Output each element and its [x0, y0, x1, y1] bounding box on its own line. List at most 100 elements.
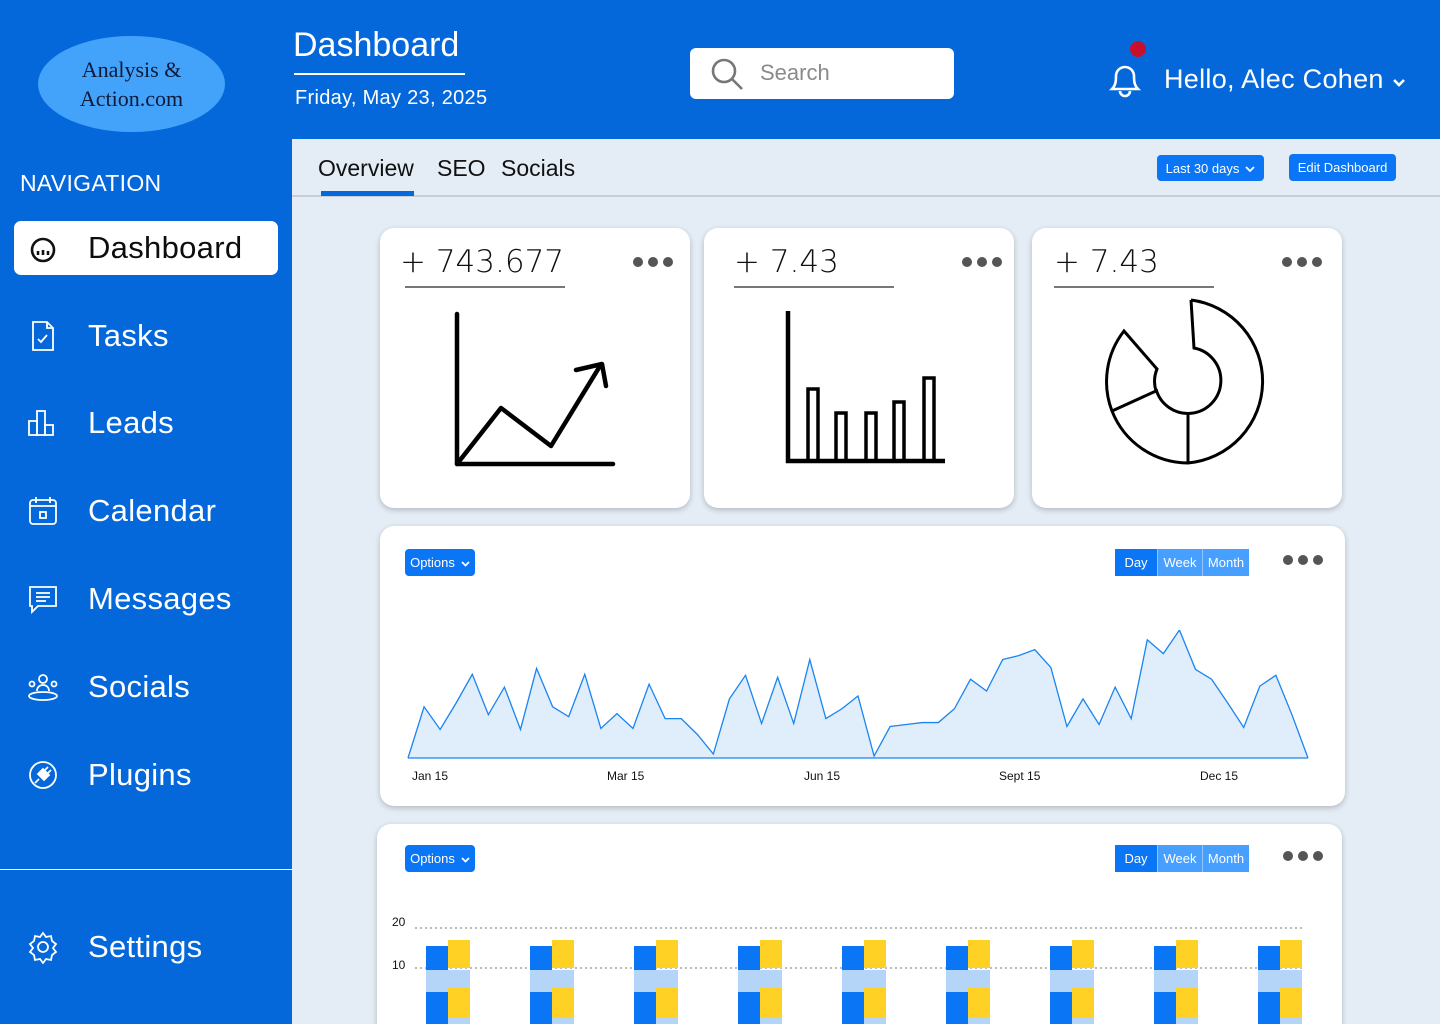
bar-chart: [415, 927, 1303, 1024]
chevron-down-icon: [1245, 161, 1255, 176]
edit-dashboard-button[interactable]: Edit Dashboard: [1289, 154, 1396, 181]
notification-dot: [1130, 41, 1146, 57]
search-input[interactable]: [760, 58, 940, 88]
bar-segment: [1258, 992, 1280, 1024]
period-day-button[interactable]: Day: [1115, 845, 1158, 872]
sidebar-item-plugins[interactable]: Plugins: [14, 748, 278, 802]
bar-segment: [946, 946, 968, 970]
bar-segment: [1050, 992, 1072, 1024]
stat-value: + 743.677: [400, 244, 565, 280]
gauge-icon: [26, 232, 60, 264]
bar-segment: [1154, 970, 1198, 992]
sidebar-divider: [0, 869, 292, 870]
bar-segment: [656, 940, 678, 968]
user-greeting: Hello, Alec Cohen: [1164, 64, 1384, 94]
sidebar-item-calendar[interactable]: Calendar: [14, 484, 278, 538]
period-month-button[interactable]: Month: [1203, 845, 1249, 872]
sidebar-item-label: Tasks: [88, 318, 169, 353]
bar-segment: [1258, 970, 1302, 992]
x-tick-label: Jun 15: [804, 769, 841, 783]
more-options-icon[interactable]: [962, 257, 1002, 267]
period-week-button[interactable]: Week: [1158, 845, 1203, 872]
bar-segment: [1050, 970, 1094, 992]
bar-segment: [968, 940, 990, 968]
bar-segment: [1280, 940, 1302, 968]
stat-value: + 7.43: [734, 244, 839, 280]
sidebar-item-socials[interactable]: Socials: [14, 660, 278, 714]
stat-underline: [1054, 286, 1214, 288]
options-label: Options: [410, 555, 455, 570]
sidebar-item-label: Dashboard: [88, 230, 243, 265]
sidebar-item-settings[interactable]: Settings: [14, 920, 278, 974]
title-underline: [294, 73, 465, 75]
sidebar-item-dashboard[interactable]: Dashboard: [14, 221, 278, 275]
bar-segment: [1176, 1018, 1198, 1024]
period-toggle: Day Week Month: [1115, 549, 1249, 576]
bar-segment: [1258, 946, 1280, 970]
period-week-button[interactable]: Week: [1158, 549, 1203, 576]
more-options-icon[interactable]: [1282, 257, 1322, 267]
bar-segment: [426, 970, 470, 992]
sidebar: Analysis & Action.com NAVIGATION Dashboa…: [0, 0, 292, 1024]
bar-segment: [738, 946, 760, 970]
logo-line-1: Analysis &: [81, 57, 182, 82]
bar-segment: [656, 1018, 678, 1024]
options-label: Options: [410, 851, 455, 866]
search-box[interactable]: [690, 48, 954, 99]
bar-segment: [842, 992, 864, 1024]
tab-socials[interactable]: Socials: [501, 155, 576, 181]
bar-segment: [738, 992, 760, 1024]
period-toggle: Day Week Month: [1115, 845, 1249, 872]
bar-segment: [1176, 940, 1198, 968]
area-series-line: [407, 630, 1309, 759]
bar-segment: [1280, 988, 1302, 1018]
tab-overview[interactable]: Overview: [318, 155, 414, 181]
options-dropdown[interactable]: Options: [405, 549, 475, 576]
x-tick-label: Sept 15: [999, 769, 1041, 783]
navigation-heading: NAVIGATION: [20, 170, 162, 196]
bar-segment: [1050, 946, 1072, 970]
sidebar-item-leads[interactable]: Leads: [14, 396, 278, 450]
bar-segment: [426, 946, 448, 970]
task-checklist-icon: [26, 320, 60, 352]
more-options-icon[interactable]: [1283, 555, 1323, 565]
bell-icon[interactable]: [1105, 57, 1145, 104]
bar-chart-icon: [785, 311, 945, 464]
sidebar-item-label: Settings: [88, 929, 203, 964]
period-day-button[interactable]: Day: [1115, 549, 1158, 576]
logo: Analysis & Action.com: [38, 36, 225, 132]
sidebar-item-messages[interactable]: Messages: [14, 572, 278, 626]
user-menu[interactable]: Hello, Alec Cohen: [1164, 64, 1406, 95]
bar-segment: [552, 1018, 574, 1024]
options-dropdown[interactable]: Options: [405, 845, 475, 872]
more-options-icon[interactable]: [633, 257, 673, 267]
date-range-label: Last 30 days: [1165, 160, 1240, 176]
bar-segment: [1154, 946, 1176, 970]
x-tick-label: Dec 15: [1200, 769, 1239, 783]
x-tick-label: Mar 15: [607, 769, 645, 783]
chevron-down-icon: [1392, 64, 1406, 95]
sidebar-item-label: Socials: [88, 669, 191, 704]
calendar-icon: [26, 495, 60, 527]
tab-seo[interactable]: SEO: [437, 155, 486, 181]
sidebar-item-label: Plugins: [88, 757, 192, 792]
plug-icon: [26, 759, 60, 791]
more-options-icon[interactable]: [1283, 851, 1323, 861]
sidebar-item-label: Calendar: [88, 493, 217, 528]
area-fill: [408, 630, 1308, 758]
bar-segment: [1072, 988, 1094, 1018]
stat-underline: [405, 286, 565, 288]
bar-segment: [946, 992, 968, 1024]
y-tick-label: 10: [392, 958, 406, 972]
bar-segment: [426, 992, 448, 1024]
bar-segment: [760, 1018, 782, 1024]
active-tab-indicator: [321, 191, 414, 196]
date-range-select[interactable]: Last 30 days: [1157, 155, 1264, 181]
period-month-button[interactable]: Month: [1203, 549, 1249, 576]
chevron-down-icon: [461, 555, 470, 570]
bar-segment: [738, 970, 782, 992]
bar-segment: [448, 1018, 470, 1024]
sidebar-item-label: Leads: [88, 405, 174, 440]
x-tick-label: Jan 15: [412, 769, 449, 783]
sidebar-item-tasks[interactable]: Tasks: [14, 309, 278, 363]
